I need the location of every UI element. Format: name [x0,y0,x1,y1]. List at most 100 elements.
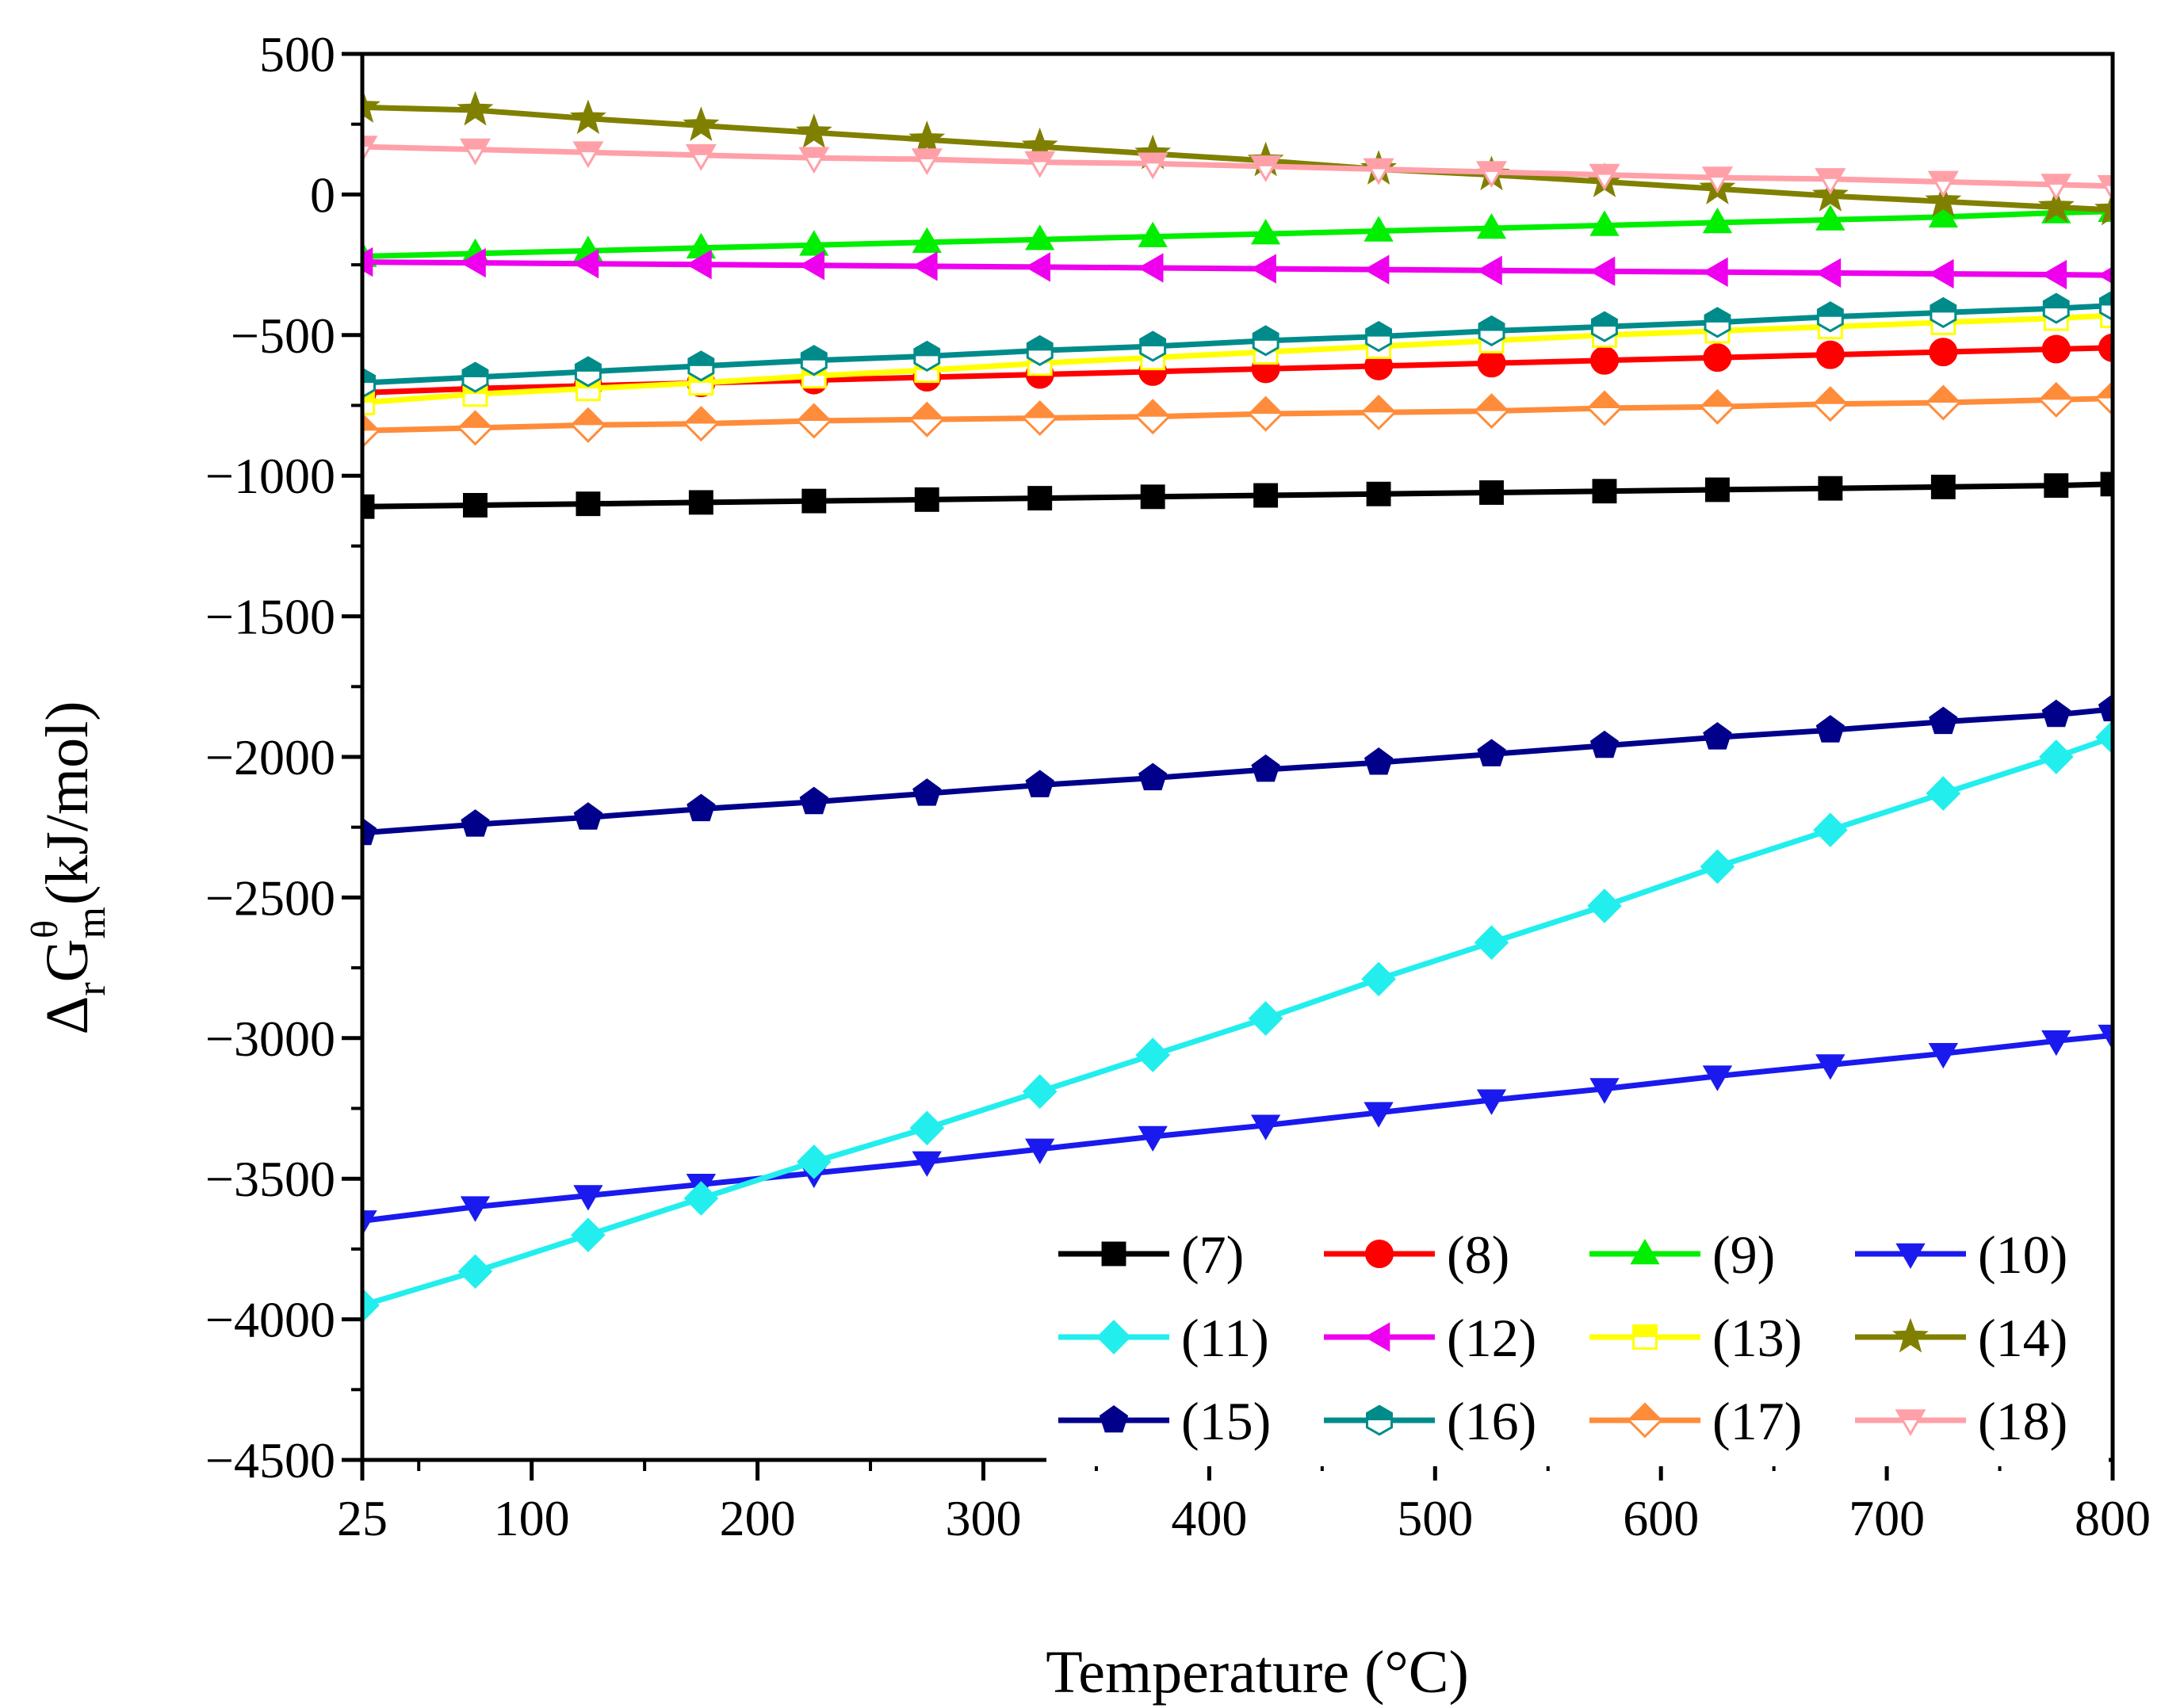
series-11-point [362,1288,380,1323]
series-15-point [1025,770,1054,797]
series-14-point [2037,188,2075,223]
series-15-point [1138,762,1168,791]
y-tick-label: 500 [259,26,335,82]
series-12 [362,246,2113,290]
series-15-point [1703,722,1732,750]
series-15-point [2041,699,2071,728]
series-9-point [1476,212,1507,239]
series-10-point [1928,1043,1959,1069]
legend-label: (16) [1447,1391,1536,1451]
y-title-g: G [34,938,101,982]
y-title-unit: (kJ/mol) [34,701,101,920]
series-16-point [2099,289,2113,322]
series-11 [362,720,2113,1323]
series-18-point [798,147,830,174]
legend-swatch-marker [1364,1322,1390,1352]
series-16-point [1139,331,1167,362]
x-tick-label: 200 [720,1490,796,1546]
series-15-point [1251,754,1280,782]
series-16-point [1930,296,1957,329]
series-12-line [362,259,2113,278]
legend-swatch-marker [1096,1320,1131,1355]
series-10-point [1476,1089,1507,1115]
series-15-point [362,817,377,846]
series-8-point [1589,346,1619,375]
series-15-point [799,786,828,815]
series-7-point [1366,481,1391,506]
series-11-point [1700,849,1735,885]
series-14-point [1925,182,1962,217]
legend-swatch-marker [1892,1317,1929,1353]
series-7-point [1930,474,1956,499]
legend-item-18: (18) [1855,1391,2067,1451]
series-11-point [2038,739,2074,774]
legend-item-12: (12) [1324,1308,1536,1368]
series-9-point [1702,207,1733,234]
series-15 [362,694,2113,846]
series-17-point [1248,395,1284,432]
series-10-point [912,1151,942,1177]
series-12-point [460,247,486,278]
series-10-point [2041,1030,2071,1057]
series-11-point [1474,925,1509,961]
series-18-point [1815,168,1846,195]
series-15-point [1929,706,1958,735]
series-17-point [1473,393,1510,430]
series-8-point [2041,334,2071,364]
series-15-point [912,778,942,806]
series-18-point [2041,174,2072,201]
y-tick-label: −1000 [205,448,335,504]
legend-label: (12) [1447,1308,1536,1368]
legend-swatch-marker [1099,1404,1129,1433]
series-13-line [362,312,2113,406]
series-16 [362,289,2113,399]
series-17-point [1699,388,1735,425]
series-12-point [798,250,825,281]
series-12-point [2041,259,2067,290]
series-7-point [914,487,939,512]
series-10-line [362,1032,2113,1224]
series-12-point [1364,254,1390,285]
series-17-line [362,395,2113,434]
series-10-point [1138,1125,1168,1152]
legend-label: (9) [1712,1225,1775,1285]
series-16-point [800,345,828,376]
series-10-point [1815,1054,1845,1080]
legend-item-15: (15) [1058,1391,1271,1451]
series-18-point [2097,174,2113,202]
series-12-point [1138,253,1164,283]
series-18-point [1137,152,1168,180]
legend: (7) (8) (9) (10) (11) (12) (13) (14) (15) (16) (17… [1046,1213,2109,1466]
series-12-point [572,249,599,279]
series-18-point [1589,163,1620,191]
series-9-point [912,227,942,253]
series-11-point [683,1181,719,1216]
series-17-point [570,407,606,443]
series-8-point [1477,349,1506,378]
x-tick-label: 300 [945,1490,1021,1546]
x-tick-label: 800 [2075,1490,2151,1546]
series-8-point [1929,338,1958,367]
series-15-point [2098,694,2113,722]
y-tick-label: −4500 [205,1432,335,1488]
series-9-line [362,208,2113,259]
series-10-point [1250,1114,1281,1141]
series-8-point [2098,333,2113,362]
svg-text:ΔrGmθ (kJ/mol): ΔrGmθ (kJ/mol) [24,701,114,1034]
y-title-sub-m: m [69,907,114,938]
series-14-point [362,88,381,123]
y-axis-title: ΔrGmθ (kJ/mol) [24,701,114,1034]
series-12-point [1702,257,1728,288]
x-tick-label: 500 [1397,1490,1473,1546]
series-17-point [2038,381,2075,418]
series-16-point [362,367,376,399]
x-tick-label: 600 [1623,1490,1699,1546]
legend-swatch-marker [1627,1402,1663,1439]
series-9-point [799,230,829,256]
series-16-point [1478,315,1505,347]
series-10 [362,1024,2113,1236]
series-18-point [1927,170,1959,198]
axes-layer: 500 0 −500 −1000 −1500 −2000 −2500 −3000 −3500 −4… [205,26,2151,1546]
series-10-point [1364,1102,1394,1128]
